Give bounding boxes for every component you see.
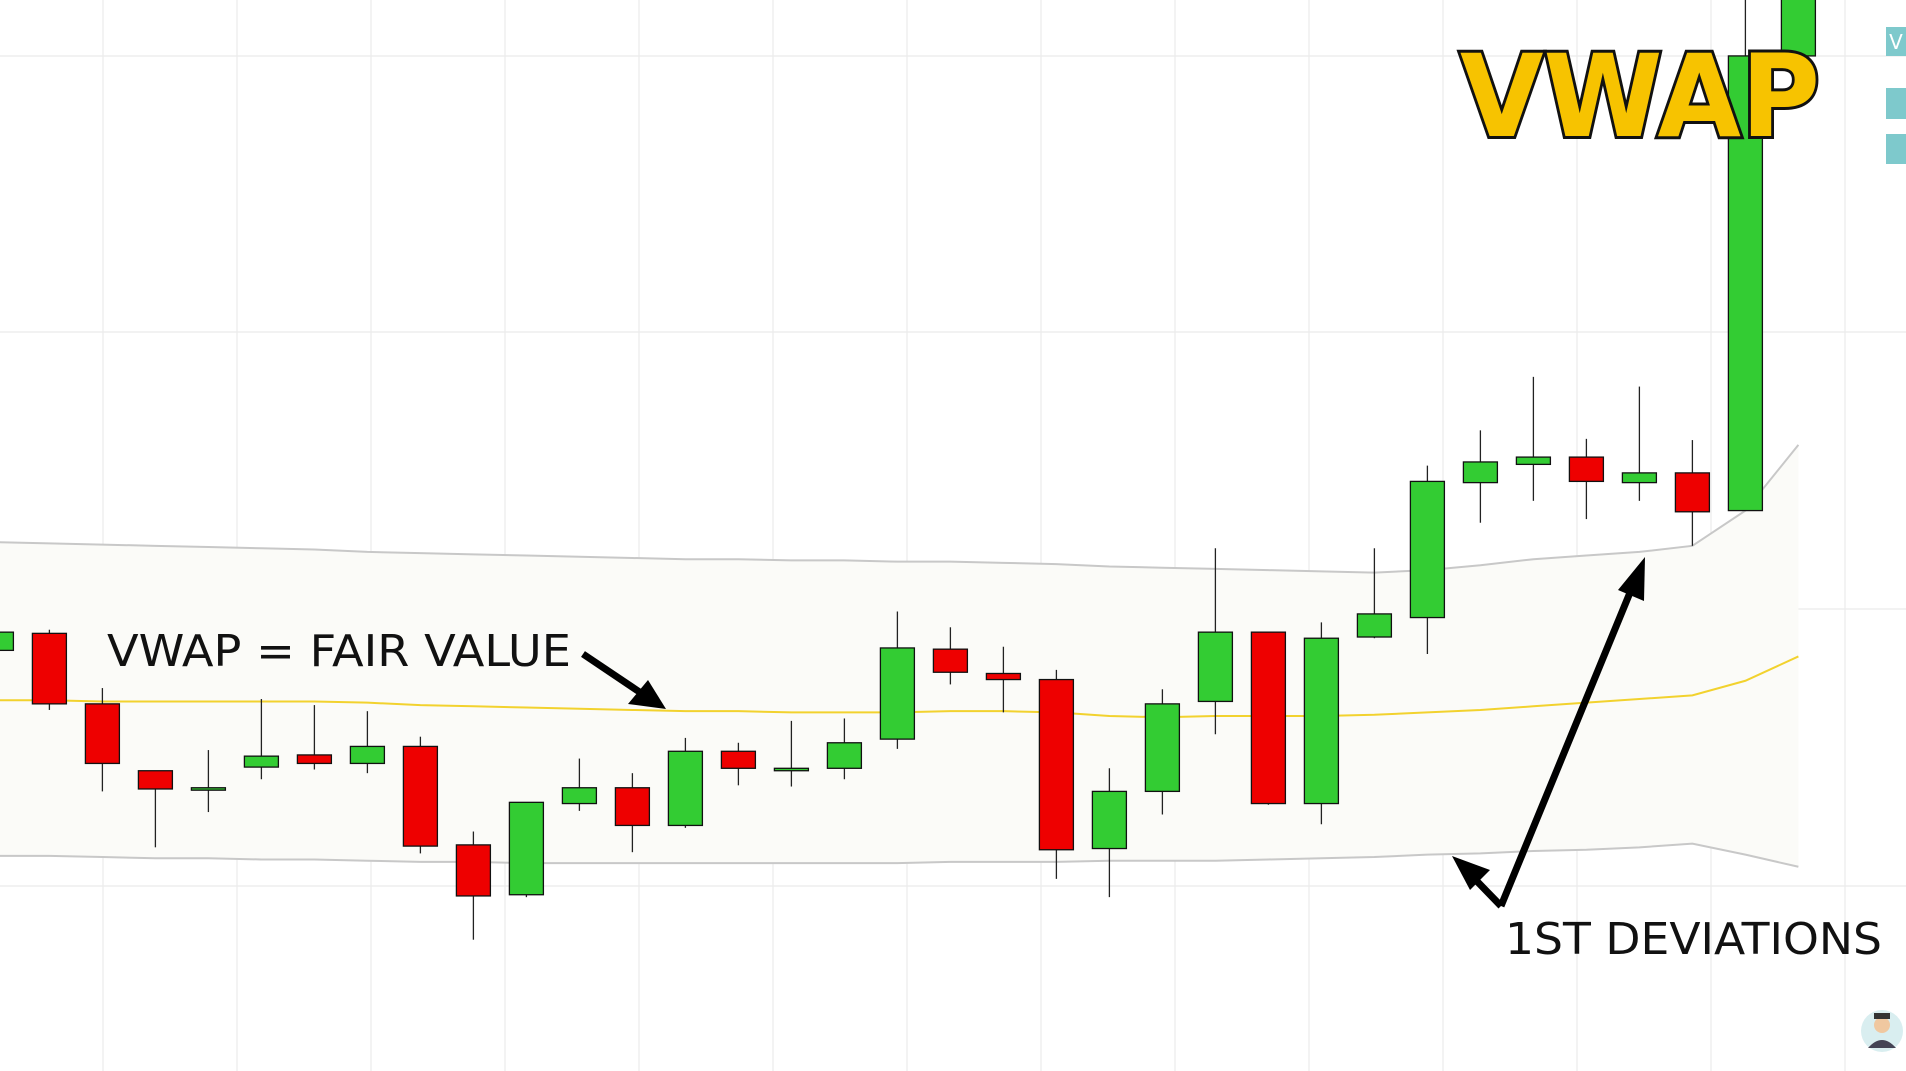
candle-body bbox=[296, 754, 333, 765]
side-label: V bbox=[1889, 30, 1903, 54]
candle-body bbox=[1197, 631, 1234, 703]
candle-body bbox=[349, 745, 386, 765]
candle-body bbox=[1409, 480, 1446, 619]
candle-body bbox=[1038, 678, 1075, 851]
candle-body bbox=[1515, 456, 1552, 466]
side-widget bbox=[1886, 27, 1906, 56]
overlay: V VWAP VWAP = FAIR VALUE 1ST DEVIATIONS bbox=[107, 27, 1906, 1052]
candle-body bbox=[190, 787, 227, 791]
candle-body bbox=[826, 742, 863, 769]
candle-body bbox=[773, 767, 810, 772]
candle-body bbox=[402, 745, 439, 847]
candle-body bbox=[720, 750, 757, 769]
candle-body bbox=[1356, 613, 1393, 638]
side-widget bbox=[1886, 88, 1906, 119]
candle-body bbox=[31, 632, 68, 705]
candle-body bbox=[243, 755, 280, 768]
candle-body bbox=[1568, 456, 1605, 483]
candle-body bbox=[1144, 703, 1181, 793]
chart-title: VWAP bbox=[1460, 30, 1820, 163]
candle-body bbox=[985, 672, 1022, 681]
candle-body bbox=[1727, 55, 1764, 512]
indicator-line bbox=[0, 444, 1800, 574]
avatar bbox=[1861, 1010, 1903, 1052]
candle-body bbox=[1780, 0, 1817, 57]
side-widget bbox=[1886, 134, 1906, 164]
candle-body bbox=[84, 703, 121, 765]
candle-body bbox=[932, 648, 969, 673]
indicator-line bbox=[0, 842, 1799, 868]
arrow bbox=[581, 651, 666, 709]
candle-body bbox=[561, 787, 598, 805]
candle-body bbox=[1621, 472, 1658, 484]
candle-body bbox=[614, 787, 651, 827]
candle-body bbox=[1674, 472, 1711, 513]
annotation: VWAP = FAIR VALUE bbox=[107, 626, 571, 677]
candle-body bbox=[455, 844, 492, 897]
candle-body bbox=[1303, 637, 1340, 805]
candle-body bbox=[1091, 790, 1128, 850]
annotation: 1ST DEVIATIONS bbox=[1505, 914, 1882, 965]
candle-body bbox=[667, 750, 704, 827]
arrow bbox=[1452, 557, 1645, 909]
candle-body bbox=[508, 801, 545, 896]
candle-body bbox=[0, 631, 15, 652]
candle-body bbox=[1250, 631, 1287, 805]
candle-body bbox=[1462, 461, 1499, 484]
candle-body bbox=[879, 647, 916, 740]
plot-area bbox=[0, 0, 1817, 940]
candle-body bbox=[137, 770, 174, 790]
